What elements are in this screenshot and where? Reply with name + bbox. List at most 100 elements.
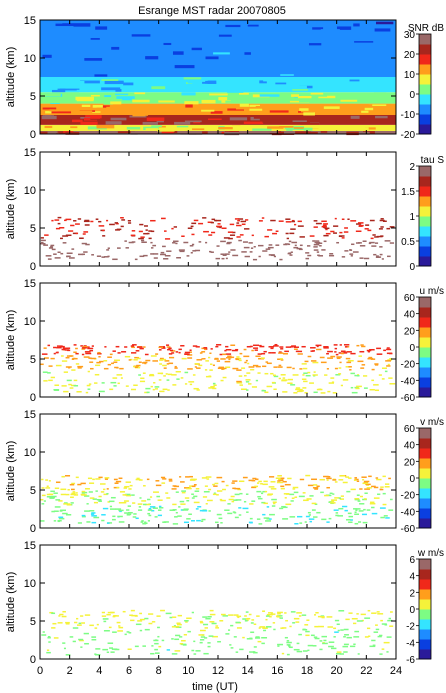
heatmap-cell <box>117 131 135 134</box>
colorbar-frame <box>418 33 432 135</box>
heatmap-cell <box>69 387 74 389</box>
heatmap-cell <box>188 381 195 383</box>
heatmap-cell <box>250 105 263 108</box>
heatmap-cell <box>122 97 132 101</box>
heatmap-cell <box>323 639 327 642</box>
heatmap-cell <box>288 646 293 649</box>
heatmap-cell <box>118 502 125 504</box>
heatmap-cell <box>289 232 295 235</box>
heatmap-cell <box>388 617 391 620</box>
heatmap-cell <box>125 385 129 387</box>
heatmap-band <box>40 124 396 131</box>
heatmap-cell <box>369 388 375 391</box>
heatmap-cell <box>132 112 146 117</box>
heatmap-cell <box>127 648 132 650</box>
heatmap-cell <box>48 379 53 382</box>
heatmap-cell <box>97 351 101 354</box>
heatmap-cell <box>157 509 162 511</box>
heatmap-cell <box>319 245 322 247</box>
heatmap-cell <box>101 514 106 516</box>
heatmap-cell <box>371 506 375 509</box>
heatmap-cell <box>361 364 366 366</box>
heatmap-cell <box>181 490 187 492</box>
heatmap-cell <box>130 345 135 347</box>
heatmap-cell <box>226 242 230 244</box>
colorbar-label: tau S <box>421 155 445 166</box>
heatmap-cell <box>146 391 150 394</box>
heatmap-cell <box>223 237 230 239</box>
heatmap-cell <box>182 509 189 511</box>
heatmap-cell <box>291 497 295 499</box>
heatmap-cell <box>292 622 296 624</box>
heatmap-cell <box>161 217 166 220</box>
heatmap-cell <box>154 639 158 641</box>
heatmap-cell <box>249 108 263 111</box>
heatmap-cell <box>357 242 362 244</box>
heatmap-cell <box>307 116 325 119</box>
heatmap-cell <box>235 106 255 110</box>
heatmap-cell <box>336 26 352 30</box>
heatmap-cell <box>137 620 143 622</box>
heatmap-cell <box>49 497 54 499</box>
heatmap-cell <box>375 115 388 119</box>
heatmap-cell <box>107 642 114 644</box>
heatmap-cell <box>319 648 323 651</box>
heatmap-cell <box>299 368 303 370</box>
heatmap-cell <box>348 477 352 479</box>
heatmap-cell <box>305 252 310 254</box>
heatmap-cell <box>104 477 110 479</box>
heatmap-cell <box>48 480 51 482</box>
heatmap-cell <box>275 230 279 232</box>
heatmap-cell <box>283 506 288 509</box>
heatmap-cell <box>138 361 142 364</box>
heatmap-cell <box>61 475 65 478</box>
heatmap-cell <box>168 362 174 365</box>
colorbar-tick-label: 10 <box>404 70 416 81</box>
heatmap-cell <box>256 518 261 520</box>
heatmap-cell <box>67 349 71 352</box>
heatmap-cell <box>216 494 219 496</box>
heatmap-cell <box>277 358 281 360</box>
heatmap-cell <box>224 360 231 363</box>
heatmap-cell <box>338 610 345 612</box>
heatmap-cell <box>66 504 72 506</box>
colorbar-label: w m/s <box>417 548 444 559</box>
heatmap-cell <box>225 353 232 355</box>
heatmap-cell <box>111 518 116 521</box>
heatmap-cell <box>209 363 213 365</box>
heatmap-cell <box>236 27 248 30</box>
heatmap-cell <box>341 218 345 221</box>
heatmap-cell <box>151 86 166 90</box>
heatmap-cell <box>334 619 340 622</box>
heatmap-cell <box>216 360 221 362</box>
heatmap-cell <box>186 518 191 520</box>
heatmap-cell <box>71 358 75 360</box>
heatmap-cell <box>75 347 78 350</box>
heatmap-cell <box>118 477 123 480</box>
heatmap-cell <box>284 612 287 614</box>
x-tick-label: 2 <box>67 665 73 677</box>
heatmap-cell <box>75 232 79 235</box>
heatmap-cell <box>271 131 282 136</box>
heatmap-cell <box>225 484 229 487</box>
heatmap-cell <box>245 359 248 362</box>
heatmap-cell <box>244 620 248 622</box>
heatmap-cell <box>313 375 316 377</box>
heatmap-cell <box>236 380 242 383</box>
colorbar-tick-label: -10 <box>401 110 416 121</box>
heatmap-cell <box>175 511 178 514</box>
heatmap-cell <box>296 390 303 393</box>
heatmap-cell <box>235 499 242 501</box>
heatmap-cell <box>351 29 367 33</box>
heatmap-cell <box>280 487 285 490</box>
heatmap-cell <box>359 245 366 247</box>
heatmap-cell <box>169 356 175 359</box>
heatmap-cell <box>368 104 387 107</box>
heatmap-cell <box>262 365 267 368</box>
heatmap-cell <box>354 374 357 377</box>
heatmap-cell <box>279 479 284 482</box>
heatmap-cell <box>366 509 371 511</box>
heatmap-cell <box>203 348 207 351</box>
